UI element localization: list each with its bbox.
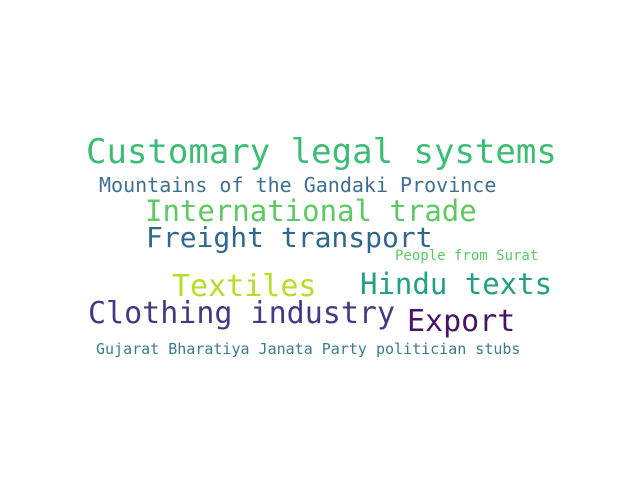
word-textiles: Textiles xyxy=(172,269,317,304)
word-hindu-texts: Hindu texts xyxy=(360,267,553,301)
word-customary-legal-systems: Customary legal systems xyxy=(86,132,557,172)
word-people-from-surat: People from Surat xyxy=(395,248,539,264)
word-clothing-industry: Clothing industry xyxy=(88,296,396,331)
word-international-trade: International trade xyxy=(145,194,477,228)
word-export: Export xyxy=(407,304,516,339)
word-gujarat-bjp-politician-stubs: Gujarat Bharatiya Janata Party politicia… xyxy=(96,340,521,358)
word-mountains-of-the-gandaki-province: Mountains of the Gandaki Province xyxy=(99,173,497,197)
word-freight-transport: Freight transport xyxy=(146,221,433,254)
